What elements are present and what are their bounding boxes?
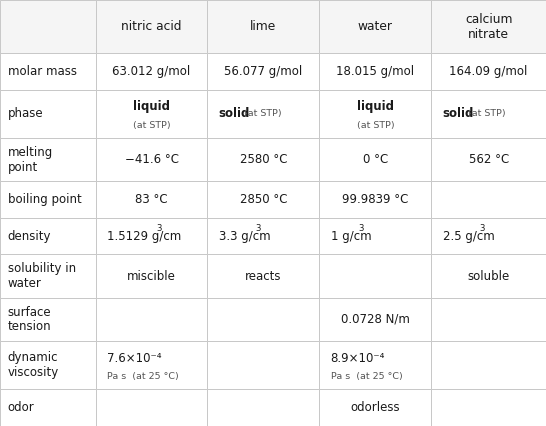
- Bar: [207, 181, 319, 218]
- Text: 2.5 g/cm: 2.5 g/cm: [443, 230, 495, 243]
- Text: water: water: [358, 20, 393, 33]
- Text: Pa s  (at 25 °C): Pa s (at 25 °C): [330, 372, 402, 381]
- Text: solid: solid: [218, 107, 250, 120]
- Bar: [0, 89, 96, 138]
- Bar: [431, 254, 546, 298]
- Bar: [319, 218, 431, 254]
- Text: (at STP): (at STP): [468, 109, 506, 118]
- Text: (at STP): (at STP): [357, 121, 394, 130]
- Text: 2580 °C: 2580 °C: [240, 153, 287, 166]
- Text: 164.09 g/mol: 164.09 g/mol: [449, 65, 528, 78]
- Bar: [319, 53, 431, 89]
- Text: 1 g/cm: 1 g/cm: [330, 230, 371, 243]
- Bar: [96, 181, 207, 218]
- Text: 3: 3: [358, 224, 364, 233]
- Text: 99.9839 °C: 99.9839 °C: [342, 193, 408, 206]
- Text: −41.6 °C: −41.6 °C: [124, 153, 179, 166]
- Text: 2850 °C: 2850 °C: [240, 193, 287, 206]
- Text: 18.015 g/mol: 18.015 g/mol: [336, 65, 414, 78]
- Bar: [207, 53, 319, 89]
- Bar: [96, 341, 207, 389]
- Text: 56.077 g/mol: 56.077 g/mol: [224, 65, 302, 78]
- Bar: [0, 53, 96, 89]
- Bar: [0, 181, 96, 218]
- Bar: [319, 389, 431, 426]
- Text: solubility in
water: solubility in water: [8, 262, 76, 290]
- Text: melting
point: melting point: [8, 146, 53, 173]
- Text: 3: 3: [255, 224, 260, 233]
- Bar: [207, 341, 319, 389]
- Text: 1.5129 g/cm: 1.5129 g/cm: [106, 230, 181, 243]
- Bar: [319, 0, 431, 53]
- Bar: [431, 89, 546, 138]
- Bar: [0, 218, 96, 254]
- Text: liquid: liquid: [357, 101, 394, 113]
- Bar: [431, 53, 546, 89]
- Text: reacts: reacts: [245, 270, 282, 282]
- Bar: [431, 0, 546, 53]
- Text: Pa s  (at 25 °C): Pa s (at 25 °C): [106, 372, 179, 381]
- Bar: [96, 53, 207, 89]
- Bar: [0, 341, 96, 389]
- Text: 3: 3: [156, 224, 162, 233]
- Text: molar mass: molar mass: [8, 65, 76, 78]
- Text: boiling point: boiling point: [8, 193, 81, 206]
- Bar: [207, 89, 319, 138]
- Text: dynamic
viscosity: dynamic viscosity: [8, 351, 59, 379]
- Text: soluble: soluble: [467, 270, 510, 282]
- Bar: [96, 254, 207, 298]
- Bar: [431, 218, 546, 254]
- Text: liquid: liquid: [133, 101, 170, 113]
- Bar: [431, 341, 546, 389]
- Text: phase: phase: [8, 107, 43, 120]
- Text: nitric acid: nitric acid: [121, 20, 182, 33]
- Bar: [0, 138, 96, 181]
- Text: 7.6×10⁻⁴: 7.6×10⁻⁴: [106, 352, 161, 365]
- Bar: [0, 298, 96, 341]
- Bar: [96, 0, 207, 53]
- Bar: [207, 254, 319, 298]
- Text: 0.0728 N/m: 0.0728 N/m: [341, 313, 410, 326]
- Bar: [96, 389, 207, 426]
- Text: miscible: miscible: [127, 270, 176, 282]
- Bar: [431, 298, 546, 341]
- Bar: [0, 389, 96, 426]
- Text: 3: 3: [479, 224, 485, 233]
- Text: surface
tension: surface tension: [8, 305, 51, 334]
- Text: density: density: [8, 230, 51, 243]
- Bar: [431, 138, 546, 181]
- Text: 0 °C: 0 °C: [363, 153, 388, 166]
- Bar: [431, 181, 546, 218]
- Bar: [319, 341, 431, 389]
- Text: 63.012 g/mol: 63.012 g/mol: [112, 65, 191, 78]
- Text: 83 °C: 83 °C: [135, 193, 168, 206]
- Text: 3.3 g/cm: 3.3 g/cm: [218, 230, 270, 243]
- Bar: [0, 254, 96, 298]
- Text: (at STP): (at STP): [244, 109, 281, 118]
- Bar: [207, 0, 319, 53]
- Bar: [207, 218, 319, 254]
- Bar: [207, 389, 319, 426]
- Bar: [319, 254, 431, 298]
- Text: odorless: odorless: [351, 401, 400, 414]
- Bar: [431, 389, 546, 426]
- Text: 562 °C: 562 °C: [468, 153, 509, 166]
- Bar: [96, 298, 207, 341]
- Bar: [319, 138, 431, 181]
- Bar: [319, 181, 431, 218]
- Bar: [207, 298, 319, 341]
- Text: odor: odor: [8, 401, 34, 414]
- Bar: [96, 89, 207, 138]
- Bar: [319, 89, 431, 138]
- Bar: [96, 218, 207, 254]
- Bar: [0, 0, 96, 53]
- Text: (at STP): (at STP): [133, 121, 170, 130]
- Text: 8.9×10⁻⁴: 8.9×10⁻⁴: [330, 352, 385, 365]
- Text: lime: lime: [250, 20, 277, 33]
- Text: calcium
nitrate: calcium nitrate: [465, 12, 512, 40]
- Text: solid: solid: [443, 107, 474, 120]
- Bar: [207, 138, 319, 181]
- Bar: [96, 138, 207, 181]
- Bar: [319, 298, 431, 341]
